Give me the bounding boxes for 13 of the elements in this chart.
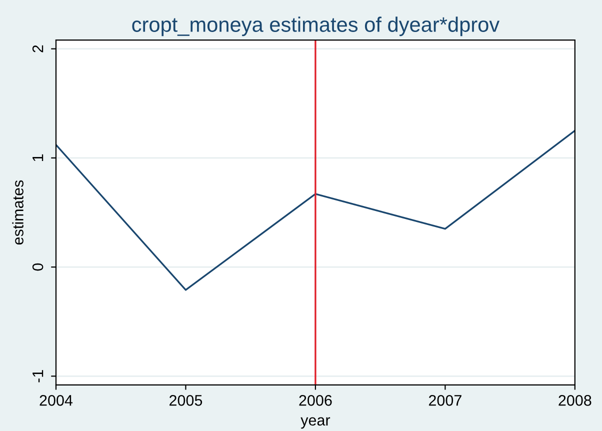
y-tick-label: 1 bbox=[32, 154, 44, 162]
x-axis-title: year bbox=[300, 417, 330, 429]
x-tick-label: 2004 bbox=[40, 395, 73, 406]
x-tick-label: 2008 bbox=[558, 395, 592, 406]
x-tick-label: 2005 bbox=[169, 395, 202, 406]
y-tick-label: -1 bbox=[32, 370, 44, 382]
y-tick-label: 0 bbox=[32, 263, 44, 271]
line-series bbox=[56, 130, 575, 291]
chart-title: cropt_moneya estimates of dyear*dprov bbox=[132, 16, 500, 36]
y-axis-title: estimates bbox=[12, 180, 24, 245]
x-tick-label: 2007 bbox=[428, 395, 462, 406]
y-tick-label: 2 bbox=[32, 45, 44, 52]
x-tick-label: 2006 bbox=[299, 395, 332, 406]
